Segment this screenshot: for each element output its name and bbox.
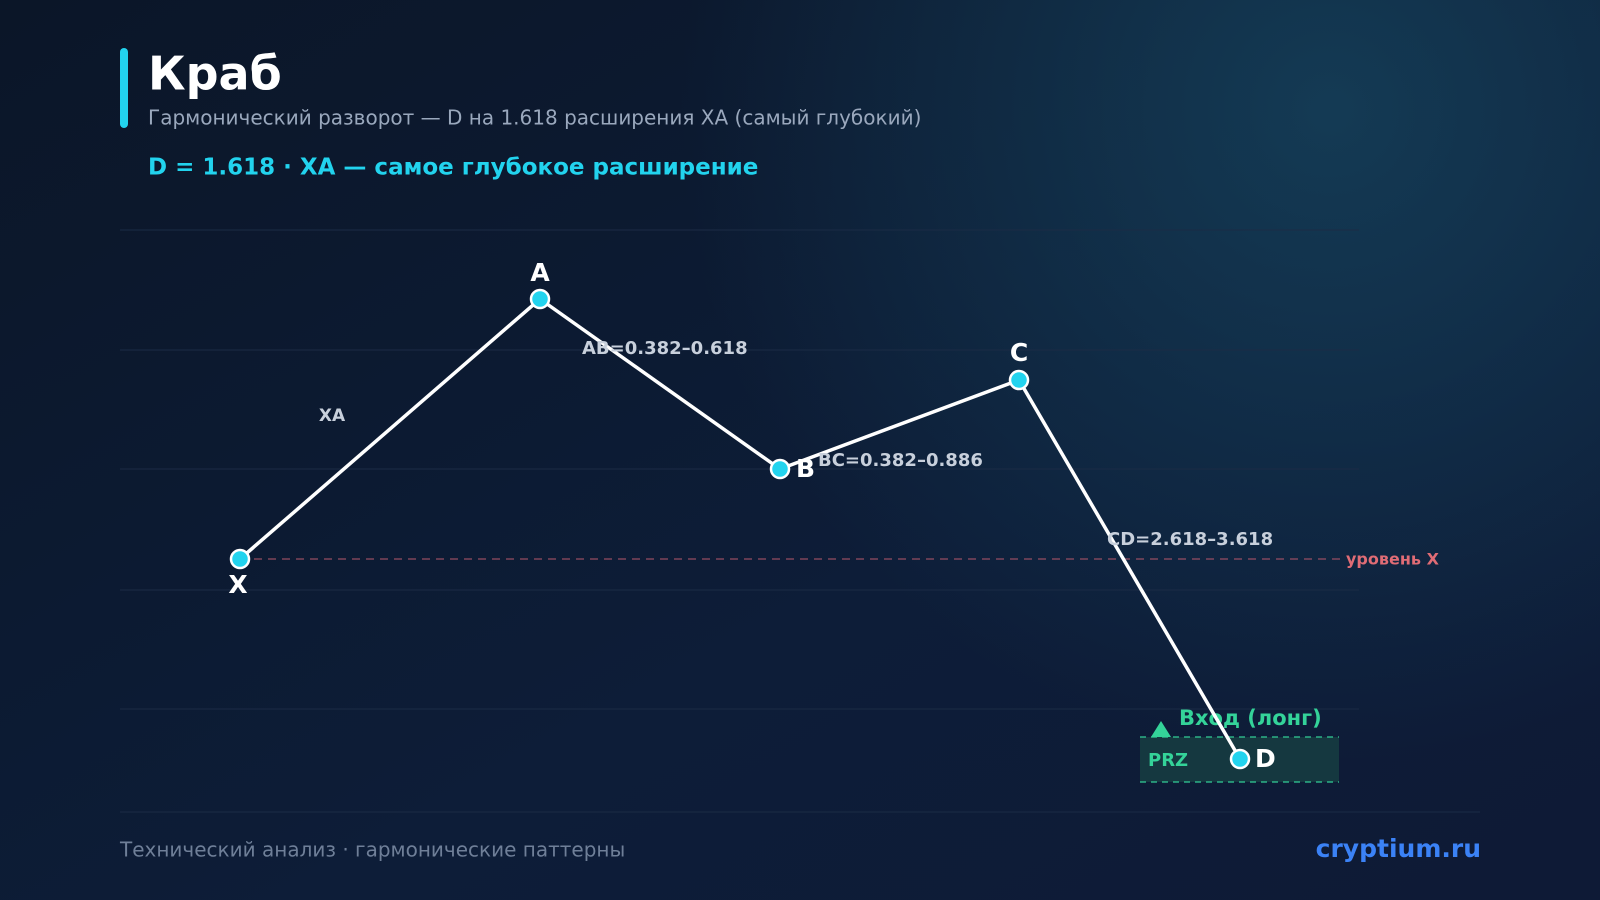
point-label: A [530,258,550,287]
leg-label: CD=2.618–3.618 [1107,529,1273,550]
point-label: B [796,454,815,483]
point [769,458,791,480]
leg-label: AB=0.382–0.618 [582,338,748,359]
point [1008,369,1030,391]
point-label: X [228,570,247,599]
prz-label: PRZ [1148,750,1188,771]
entry-arrow [1151,721,1171,737]
accent-bar [120,48,128,128]
point [1229,748,1251,770]
point [229,548,251,570]
subtitle: Гармонический разворот — D на 1.618 расш… [148,106,921,130]
formula: D = 1.618 · XA — самое глубокое расширен… [148,155,758,181]
footer-left: Технический анализ · гармонические патте… [119,838,625,862]
footer-brand: cryptium.ru [1316,834,1481,863]
title: Краб [148,47,282,101]
x-level-label: уровень X [1346,550,1440,569]
leg-label: BC=0.382–0.886 [818,450,983,471]
entry-label: Вход (лонг) [1179,706,1322,730]
point-label: D [1255,744,1276,773]
leg-label: XA [319,406,346,426]
grid [120,229,1359,710]
point-labels: X A B C D [228,258,1275,773]
point [529,288,551,310]
points [229,288,1251,770]
point-label: C [1010,338,1028,367]
